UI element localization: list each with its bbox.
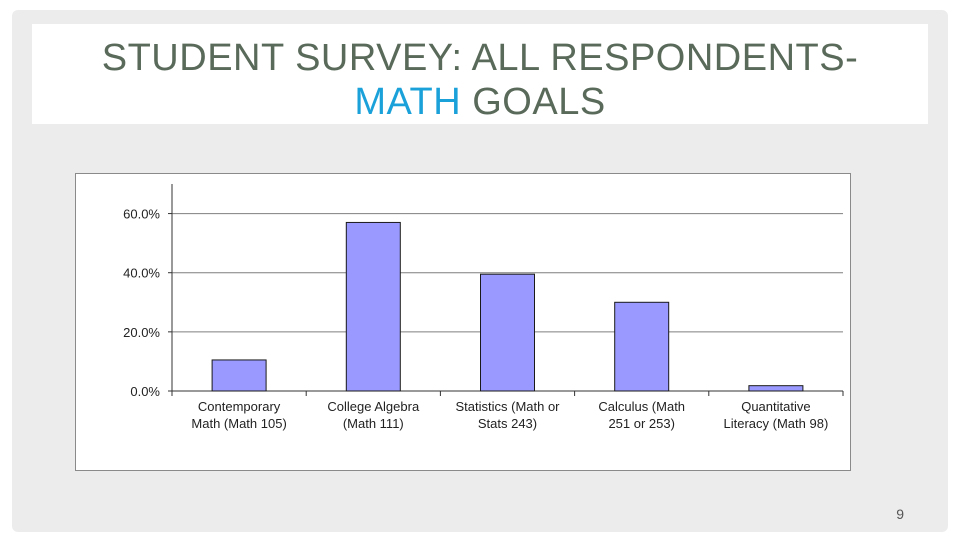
x-tick-label: Statistics (Math or	[455, 399, 560, 414]
bar	[748, 385, 804, 392]
title-box: STUDENT SURVEY: ALL RESPONDENTS- MATH GO…	[32, 24, 928, 124]
y-tick-label: 20.0%	[123, 325, 160, 340]
page-number: 9	[896, 506, 904, 522]
x-tick-label: Math (Math 105)	[191, 416, 286, 431]
x-tick-label: Stats 243)	[478, 416, 537, 431]
bar	[345, 221, 401, 392]
bar	[211, 359, 267, 392]
x-tick-label: Literacy (Math 98)	[724, 416, 829, 431]
y-tick-label: 40.0%	[123, 266, 160, 281]
y-tick-label: 0.0%	[130, 384, 160, 399]
title-accent: MATH	[354, 81, 462, 123]
x-tick-label: (Math 111)	[343, 416, 404, 431]
x-tick-label: 251 or 253)	[608, 416, 675, 431]
x-tick-label: Contemporary	[198, 399, 281, 414]
bar	[614, 301, 670, 392]
bar-chart: 0.0% 20.0% 40.0% 60.0% Contemporary Math (Mat…	[75, 173, 851, 471]
slide-title: STUDENT SURVEY: ALL RESPONDENTS- MATH GO…	[32, 24, 928, 124]
x-tick-label: College Algebra	[327, 399, 420, 414]
title-rest: GOALS	[461, 81, 606, 123]
bar	[480, 273, 535, 392]
y-tick-label: 60.0%	[123, 207, 160, 222]
x-tick-label: Quantitative	[741, 399, 810, 414]
title-line1: STUDENT SURVEY: ALL RESPONDENTS-	[101, 37, 859, 79]
bar-chart-svg: 0.0% 20.0% 40.0% 60.0% Contemporary Math (Mat…	[123, 184, 844, 431]
slide: STUDENT SURVEY: ALL RESPONDENTS- MATH GO…	[12, 10, 948, 532]
x-tick-label: Calculus (Math	[598, 399, 685, 414]
